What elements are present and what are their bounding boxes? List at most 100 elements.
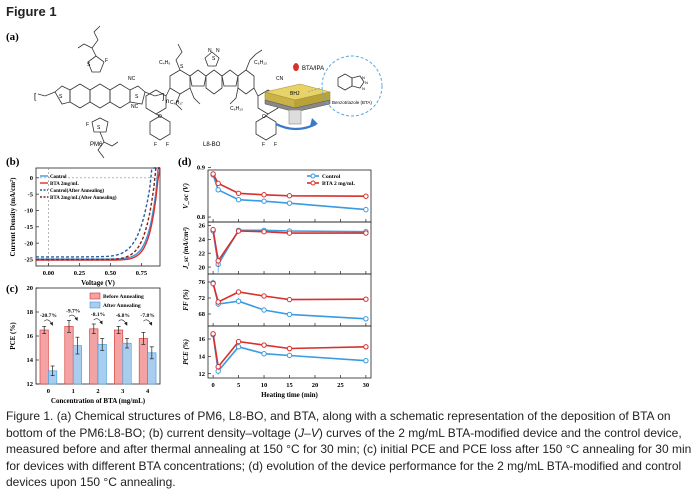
svg-text:n: n	[166, 99, 169, 105]
figure-canvas: (a) [ ] n S S S S F F PM6	[6, 25, 383, 405]
svg-text:C₆H₁₃: C₆H₁₃	[230, 106, 243, 112]
y-tick-label: 20	[199, 264, 206, 271]
legend-label: Control	[50, 175, 67, 180]
x-tick-label: 10	[261, 382, 268, 389]
loss-arrow	[68, 314, 78, 321]
svg-text:F: F	[105, 58, 108, 64]
data-point	[363, 316, 369, 322]
figure-caption: Figure 1. (a) Chemical structures of PM6…	[6, 409, 692, 489]
y-tick-label: 12	[199, 371, 206, 378]
x-tick-label: 3	[121, 388, 125, 395]
y-axis-label: PCE (%)	[9, 322, 17, 350]
legend-marker	[310, 180, 316, 186]
panel-b-label: (b)	[6, 156, 20, 168]
y-tick-label: 24	[199, 237, 206, 244]
data-point	[286, 296, 293, 303]
x-tick-label: 4	[146, 388, 150, 395]
pm6-structure	[37, 25, 163, 159]
panel-d-label: (d)	[178, 156, 192, 168]
data-point	[235, 190, 242, 196]
data-point	[261, 293, 267, 299]
y-tick-label: 22	[199, 250, 206, 257]
pce-loss-annotation: -9.7%	[66, 308, 80, 314]
svg-text:[: [	[34, 92, 37, 101]
data-point	[286, 200, 293, 206]
y-axis-label: FF (%)	[182, 289, 190, 310]
data-point	[235, 344, 242, 350]
legend-label: Before Annealing	[103, 294, 144, 300]
chart-d: 0.8 0.9 V_oc (V) 20 22 24 26 J_sc (mA/cm²) 68 72 7…	[182, 165, 372, 399]
figure-title: Figure 1	[6, 4, 57, 19]
x-tick-label: 25	[337, 382, 344, 389]
data-point	[210, 226, 216, 233]
svg-text:N: N	[216, 48, 220, 54]
y-tick-label: -20	[24, 240, 33, 247]
data-point	[235, 298, 242, 304]
legend-label: Control(After Annealing)	[50, 189, 104, 194]
panel-c-label: (c)	[6, 283, 19, 295]
data-point	[286, 193, 293, 199]
data-point	[261, 342, 267, 348]
series-line	[212, 283, 366, 304]
data-point	[363, 230, 369, 236]
chart-c: 12 14 16 18 20 0 -20.7% 1 -9.7% 2 -8.1% 3 -6.8% 4 -7.8…	[9, 285, 161, 405]
y-tick-label: 20	[27, 285, 34, 292]
svg-text:F: F	[274, 142, 277, 148]
data-point	[261, 198, 267, 204]
x-tick-label: 5	[237, 382, 241, 389]
pce-loss-annotation: -7.8%	[140, 313, 154, 319]
legend-label: BTA 2mg/mL	[50, 182, 80, 187]
jv-curve	[36, 167, 160, 258]
subplot-frame	[207, 325, 372, 379]
pce-loss-annotation: -20.7%	[40, 313, 57, 319]
data-point	[235, 289, 242, 295]
loss-arrow	[118, 319, 128, 326]
series-line	[212, 229, 366, 263]
svg-text:F: F	[166, 142, 169, 148]
svg-text:CN: CN	[276, 76, 284, 82]
y-axis-label: PCE (%)	[182, 339, 190, 365]
data-point	[261, 351, 267, 357]
y-tick-label: 12	[27, 381, 34, 388]
data-point	[286, 352, 293, 359]
y-tick-label: -15	[24, 224, 33, 231]
data-point	[363, 193, 369, 199]
legend-marker	[310, 173, 316, 179]
x-tick-label: 0.25	[74, 270, 86, 277]
pce-loss-annotation: -8.1%	[91, 312, 105, 318]
x-tick-label: 1	[72, 388, 75, 395]
y-tick-label: -25	[24, 257, 33, 264]
x-tick-label: 2	[96, 388, 99, 395]
y-axis-label: V_oc (V)	[182, 183, 190, 209]
svg-text:N: N	[362, 75, 365, 80]
l8bo-structure	[145, 43, 279, 141]
chart-b: 0.00 0.25 0.50 0.75 0 -5 -10 -15 -20 -25 Voltage (…	[9, 167, 161, 287]
svg-text:S: S	[87, 62, 91, 68]
data-point	[215, 364, 221, 370]
svg-text:C₆H₁₃: C₆H₁₃	[254, 60, 267, 66]
y-tick-label: 26	[199, 223, 206, 230]
svg-text:O: O	[262, 114, 266, 120]
legend-label: After Annealing	[103, 303, 141, 309]
l8bo-label: L8-BO	[203, 142, 221, 148]
y-tick-label: 72	[199, 295, 206, 302]
y-tick-label: 14	[27, 357, 34, 364]
pce-loss-annotation: -6.8%	[116, 313, 130, 319]
svg-text:S: S	[59, 94, 63, 100]
deposition-schematic: BTA/IPA BHJ	[264, 63, 331, 131]
data-point	[215, 180, 221, 187]
bar	[114, 329, 124, 385]
y-tick-label: 68	[199, 311, 206, 318]
svg-text:]: ]	[162, 92, 164, 101]
y-tick-label: 0.8	[197, 214, 206, 221]
data-point	[215, 187, 221, 193]
data-point	[235, 228, 242, 234]
y-tick-label: 16	[199, 336, 206, 343]
plot-frame	[35, 167, 161, 267]
x-tick-label: 15	[286, 382, 293, 389]
x-tick-label: 0	[47, 388, 50, 395]
bar	[64, 326, 74, 385]
data-point	[363, 296, 369, 302]
svg-text:C₄H₉: C₄H₉	[159, 60, 170, 66]
loss-arrow	[93, 318, 103, 325]
